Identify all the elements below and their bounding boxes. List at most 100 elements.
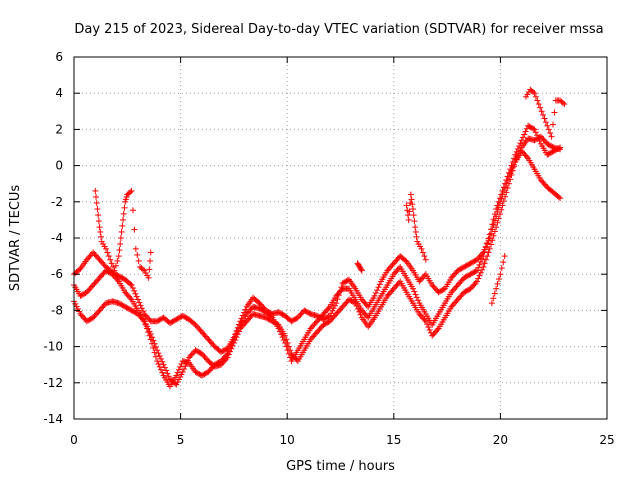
data-point	[549, 143, 556, 150]
data-point	[499, 187, 506, 194]
data-point	[335, 308, 342, 315]
data-point	[243, 311, 250, 318]
y-tick-label: -6	[51, 267, 63, 281]
data-points	[71, 86, 568, 390]
data-point	[104, 268, 111, 275]
data-point	[219, 348, 226, 355]
data-point	[440, 286, 447, 293]
data-point	[334, 291, 341, 298]
data-point	[95, 255, 102, 262]
data-point	[145, 315, 152, 322]
data-point	[131, 226, 138, 233]
data-point	[320, 321, 327, 328]
data-point	[461, 289, 468, 296]
data-point	[498, 191, 505, 198]
data-point	[522, 152, 529, 159]
data-point	[496, 195, 503, 202]
data-point	[74, 305, 81, 312]
data-point	[326, 318, 333, 325]
data-point	[280, 337, 287, 344]
data-point	[115, 273, 122, 280]
data-point	[218, 358, 225, 365]
data-point	[95, 212, 102, 219]
data-point	[88, 283, 95, 290]
data-point	[296, 313, 303, 320]
data-point	[494, 280, 501, 287]
data-point	[93, 193, 100, 200]
data-point	[495, 198, 502, 205]
data-point	[209, 340, 216, 347]
data-point	[86, 253, 93, 260]
data-point	[456, 280, 463, 287]
data-point	[118, 301, 125, 308]
y-tick-label: 6	[55, 50, 63, 64]
data-point	[202, 355, 209, 362]
data-point	[331, 312, 338, 319]
data-point	[294, 314, 301, 321]
data-point	[452, 270, 459, 277]
data-point	[104, 249, 111, 256]
x-axis-label: GPS time / hours	[286, 459, 395, 474]
data-point	[493, 206, 500, 213]
data-point	[96, 224, 103, 231]
y-tick-label: -12	[43, 376, 63, 390]
data-point	[317, 324, 324, 331]
data-point	[453, 283, 460, 290]
data-point	[192, 368, 199, 375]
data-point	[292, 316, 299, 323]
data-point	[284, 347, 291, 354]
data-point	[512, 151, 519, 158]
data-point	[121, 204, 128, 211]
data-point	[418, 245, 425, 252]
data-point	[540, 111, 547, 118]
data-point	[416, 278, 423, 285]
data-point	[390, 285, 397, 292]
data-point	[179, 312, 186, 319]
data-point	[454, 296, 461, 303]
data-point	[519, 149, 526, 156]
data-point	[431, 284, 438, 291]
data-point	[314, 329, 321, 336]
data-point	[500, 259, 507, 266]
data-point	[418, 313, 425, 320]
data-point	[357, 311, 364, 318]
data-point	[205, 368, 212, 375]
data-point	[116, 247, 123, 254]
data-point	[81, 290, 88, 297]
data-point	[224, 350, 231, 357]
data-point	[491, 228, 498, 235]
data-point	[92, 279, 99, 286]
data-point	[417, 312, 424, 319]
data-point	[354, 305, 361, 312]
data-point	[526, 123, 533, 130]
data-point	[386, 290, 393, 297]
data-point	[449, 287, 456, 294]
data-point	[450, 300, 457, 307]
data-point	[196, 371, 203, 378]
data-point	[193, 369, 200, 376]
data-point	[337, 306, 344, 313]
data-point	[559, 99, 566, 106]
data-point	[384, 267, 391, 274]
data-point	[555, 194, 562, 201]
data-point	[522, 128, 529, 135]
data-point	[342, 300, 349, 307]
data-point	[308, 334, 315, 341]
data-point	[198, 372, 205, 379]
data-point	[320, 316, 327, 323]
data-point	[192, 321, 199, 328]
x-tick-label: 10	[280, 433, 295, 447]
data-point	[417, 276, 424, 283]
data-point	[490, 295, 497, 302]
data-point	[154, 358, 161, 365]
data-point	[283, 336, 290, 343]
data-point	[308, 324, 315, 331]
data-point	[347, 297, 354, 304]
data-point	[314, 312, 321, 319]
data-point	[200, 371, 207, 378]
data-point	[156, 353, 163, 360]
data-point	[420, 274, 427, 281]
data-point	[409, 206, 416, 213]
data-point	[146, 316, 153, 323]
